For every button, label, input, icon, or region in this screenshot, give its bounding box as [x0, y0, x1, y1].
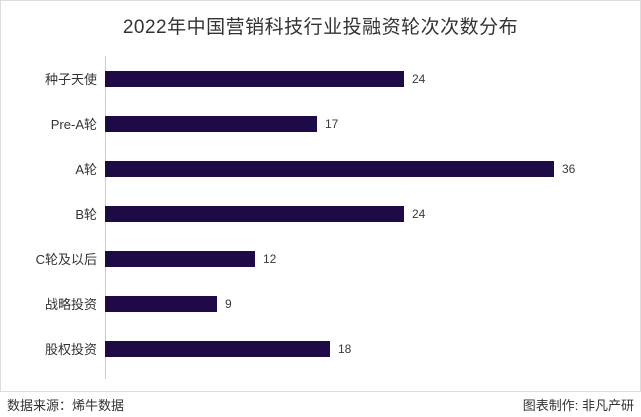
bar [105, 250, 255, 267]
bar-track: 12 [105, 236, 640, 281]
bar-track: 17 [105, 101, 640, 146]
category-label: 战略投资 [44, 297, 97, 312]
value-label: 12 [263, 251, 277, 266]
bar-track: 9 [105, 281, 640, 326]
value-label: 24 [412, 71, 426, 86]
chart-row: 战略投资 9 [1, 281, 640, 326]
bar [105, 340, 330, 357]
category-label: Pre-A轮 [50, 117, 97, 132]
bar-track: 18 [105, 326, 640, 371]
bar [105, 115, 317, 132]
chart-row: 股权投资 18 [1, 326, 640, 371]
bar [105, 205, 404, 222]
category-label: 种子天使 [44, 72, 97, 87]
chart-row: B轮 24 [1, 191, 640, 236]
chart-card: 2022年中国营销科技行业投融资轮次次数分布 种子天使 24 Pre-A轮 17 A轮 3… [0, 0, 641, 392]
category-label: 股权投资 [44, 342, 97, 357]
value-label: 36 [562, 161, 576, 176]
bar [105, 160, 554, 177]
category-label: C轮及以后 [35, 252, 97, 267]
bar-track: 24 [105, 56, 640, 101]
bar-track: 24 [105, 191, 640, 236]
bar [105, 295, 217, 312]
chart-footer: 数据来源：烯牛数据 图表制作: 非凡产研 [0, 392, 641, 417]
chart-row: 种子天使 24 [1, 56, 640, 101]
chart-credit-label: 图表制作: 非凡产研 [522, 398, 634, 413]
value-label: 9 [225, 296, 232, 311]
data-source-label: 数据来源：烯牛数据 [7, 398, 125, 413]
category-label: A轮 [75, 162, 97, 177]
category-label: B轮 [75, 207, 97, 222]
value-label: 17 [325, 116, 339, 131]
bar-track: 36 [105, 146, 640, 191]
chart-row: C轮及以后 12 [1, 236, 640, 281]
chart-row: Pre-A轮 17 [1, 101, 640, 146]
value-label: 24 [412, 206, 426, 221]
chart-title: 2022年中国营销科技行业投融资轮次次数分布 [122, 17, 519, 38]
chart-row: A轮 36 [1, 146, 640, 191]
bar [105, 70, 404, 87]
value-label: 18 [338, 341, 352, 356]
